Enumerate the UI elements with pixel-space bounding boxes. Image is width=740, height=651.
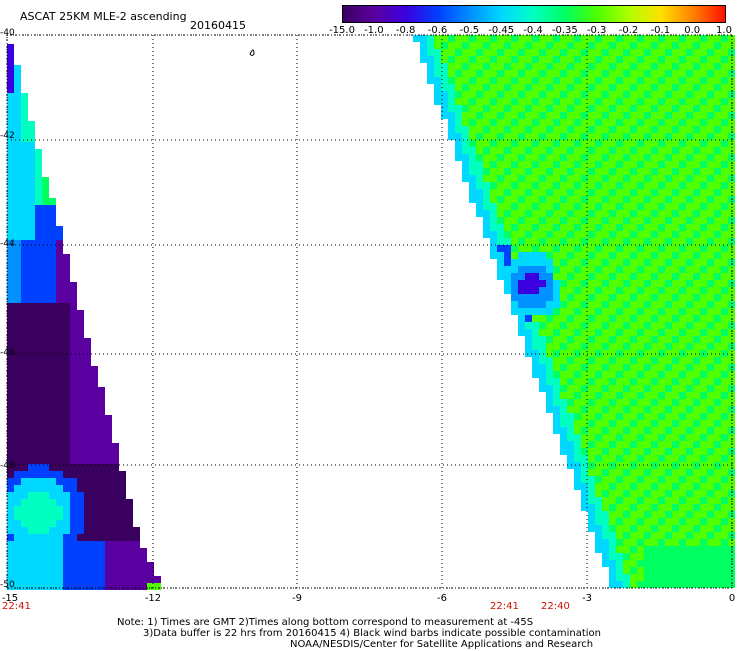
lat-label-42: -42 [0, 131, 15, 141]
colorbar-tick-label: -0.1 [650, 25, 671, 36]
lat-label-48: -48 [0, 461, 15, 471]
note-line-3: NOAA/NESDIS/Center for Satellite Applica… [290, 639, 594, 650]
colorbar-tick-label: -1.0 [364, 25, 384, 36]
colorbar-tick-label: -0.35 [551, 25, 578, 36]
lat-label-44: -44 [0, 239, 15, 249]
note-line-1: Note: 1) Times are GMT 2)Times along bot… [117, 617, 534, 628]
right-swath [413, 35, 735, 588]
lon-label-15: -15 [1, 593, 19, 604]
colorbar-tick-label: -0.4 [523, 25, 543, 36]
colorbar-tick-label: 1.0 [716, 25, 732, 36]
colorbar-tick-label: -15.0 [329, 25, 355, 36]
lon-label-6: -6 [437, 593, 447, 604]
land-outline [249, 49, 255, 56]
lon-label-9: -9 [292, 593, 302, 604]
swath-time-right-b: 22:40 [541, 601, 570, 612]
note-line-2: 3)Data buffer is 22 hrs from 20160415 4)… [143, 628, 601, 639]
product-date: 20160415 [190, 19, 246, 32]
swath-time-left: 22:41 [2, 601, 31, 612]
left-swath [7, 44, 161, 590]
colorbar-tick-label: -0.45 [488, 25, 515, 36]
colorbar-tick-label: -0.6 [427, 25, 448, 36]
colorbar-tick-label: -0.5 [459, 25, 480, 36]
colorbar-tick-label: -0.2 [618, 25, 639, 36]
lat-label-50: -50 [0, 580, 15, 590]
colorbar-tick-label: -0.8 [395, 25, 416, 36]
colorbar [342, 5, 726, 23]
lat-label-46: -46 [0, 348, 15, 358]
product-title: ASCAT 25KM MLE-2 ascending [20, 10, 187, 23]
lon-label-3: -3 [582, 593, 592, 604]
colorbar-tick-label: -0.3 [586, 25, 607, 36]
lat-lon-grid [6, 34, 733, 589]
colorbar-tick-labels: -15.0 -1.0 -0.8 -0.6 -0.5 -0.45 -0.4 -0.35 -0.3-… [329, 25, 732, 39]
lat-label-40: -40 [0, 28, 15, 38]
lon-label-0: 0 [728, 593, 736, 604]
swath-time-right-a: 22:41 [490, 601, 519, 612]
lon-label-12: -12 [144, 593, 162, 604]
colorbar-tick-label: 0.0 [684, 25, 701, 36]
